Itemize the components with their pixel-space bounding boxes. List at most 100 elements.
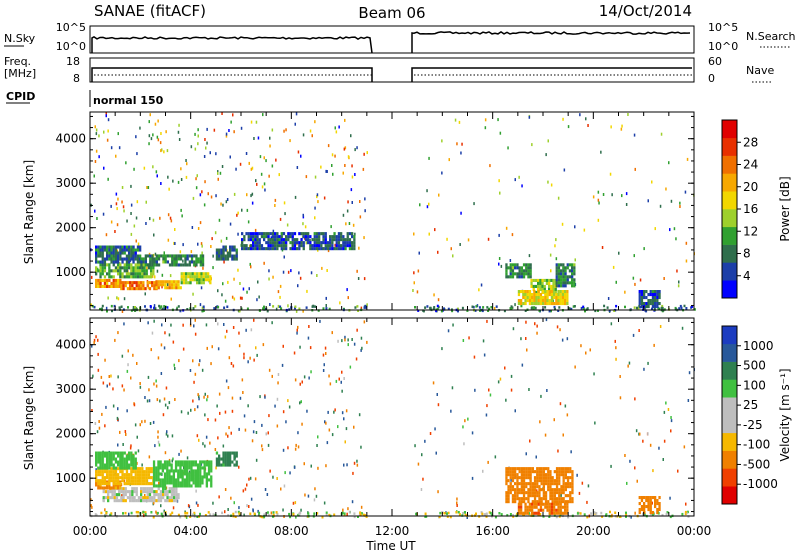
scatter-point bbox=[116, 249, 118, 253]
scatter-point bbox=[239, 513, 241, 517]
scatter-point bbox=[115, 154, 117, 158]
scatter-point bbox=[104, 424, 106, 428]
scatter-point bbox=[341, 339, 343, 343]
scatter-point bbox=[347, 200, 349, 204]
scatter-point bbox=[153, 304, 156, 308]
scatter-point bbox=[117, 407, 119, 411]
scatter-point bbox=[187, 411, 189, 415]
scatter-point bbox=[169, 216, 172, 220]
scatter-point bbox=[203, 155, 206, 158]
scatter-point bbox=[263, 513, 266, 516]
scatter-point bbox=[597, 309, 599, 312]
scatter-point bbox=[228, 426, 230, 430]
scatter-point bbox=[157, 430, 159, 434]
scatter-point bbox=[364, 209, 366, 213]
scatter-point bbox=[160, 132, 162, 135]
scatter-point bbox=[535, 455, 537, 459]
scatter-point bbox=[357, 277, 360, 280]
scatter-point bbox=[217, 305, 220, 309]
scatter-point bbox=[262, 343, 265, 347]
scatter-point bbox=[363, 320, 366, 324]
scatter-point bbox=[665, 187, 667, 191]
scatter-point bbox=[233, 297, 236, 301]
scatter-point bbox=[268, 368, 271, 372]
scatter-point bbox=[146, 399, 149, 403]
scatter-point bbox=[681, 512, 684, 516]
scatter-point bbox=[271, 164, 274, 168]
scatter-point bbox=[639, 432, 641, 436]
scatter-point bbox=[324, 420, 326, 424]
scatter-point bbox=[209, 151, 211, 155]
scatter-point bbox=[116, 207, 118, 211]
scatter-point bbox=[289, 471, 291, 475]
nave-tick-top: 60 bbox=[708, 55, 722, 68]
scatter-point bbox=[193, 513, 196, 516]
colorbar-segment bbox=[722, 244, 737, 263]
scatter-point bbox=[675, 237, 677, 241]
scatter-point bbox=[161, 148, 163, 152]
scatter-point bbox=[108, 382, 111, 386]
scatter-point bbox=[613, 309, 616, 312]
scatter-point bbox=[276, 424, 279, 428]
scatter-point bbox=[536, 331, 538, 335]
scatter-point bbox=[177, 130, 180, 134]
scatter-point bbox=[573, 305, 576, 308]
scatter-point bbox=[309, 129, 312, 133]
scatter-point bbox=[637, 306, 640, 310]
scatter-point bbox=[610, 322, 613, 326]
scatter-point bbox=[232, 326, 235, 329]
scatter-point bbox=[100, 375, 103, 379]
scatter-point bbox=[139, 423, 141, 427]
scatter-point bbox=[297, 445, 300, 449]
scatter-point bbox=[268, 269, 270, 273]
scatter-point bbox=[634, 466, 636, 470]
scatter-point bbox=[241, 296, 243, 300]
scatter-point bbox=[299, 345, 301, 349]
scatter-point bbox=[296, 166, 299, 169]
scatter-point bbox=[491, 513, 494, 517]
scatter-point bbox=[148, 120, 150, 124]
scatter-point bbox=[237, 268, 239, 272]
scatter-point bbox=[159, 216, 161, 220]
scatter-point bbox=[634, 282, 636, 286]
scatter-point bbox=[127, 306, 129, 309]
freq-tick-top: 18 bbox=[66, 55, 80, 68]
scatter-point bbox=[94, 160, 97, 163]
scatter-point bbox=[272, 305, 275, 308]
scatter-point bbox=[323, 363, 325, 367]
y-tick-label: 2000 bbox=[55, 427, 86, 441]
scatter-point bbox=[353, 342, 356, 346]
scatter-point bbox=[647, 432, 649, 436]
scatter-point bbox=[116, 416, 119, 420]
scatter-point bbox=[245, 152, 248, 155]
scatter-point bbox=[458, 120, 461, 124]
scatter-point bbox=[488, 307, 490, 311]
scatter-point bbox=[218, 218, 221, 222]
scatter-point bbox=[179, 515, 182, 519]
scatter-point bbox=[156, 511, 159, 515]
scatter-point bbox=[536, 324, 538, 328]
scatter-point bbox=[203, 203, 206, 207]
scatter-point bbox=[242, 391, 244, 394]
scatter-point bbox=[106, 138, 109, 142]
scatter-point bbox=[173, 363, 175, 367]
scatter-point bbox=[297, 150, 300, 154]
scatter-point bbox=[223, 260, 225, 264]
scatter-point bbox=[160, 372, 163, 375]
scatter-point bbox=[124, 511, 127, 515]
scatter-point bbox=[270, 511, 273, 515]
scatter-point bbox=[364, 304, 367, 308]
colorbar-segment bbox=[722, 432, 737, 451]
scatter-point bbox=[220, 202, 222, 206]
echo-patch bbox=[140, 254, 205, 267]
scatter-point bbox=[265, 159, 267, 163]
scatter-point bbox=[677, 469, 679, 473]
nsky-tick-top: 10^5 bbox=[56, 21, 86, 34]
scatter-point bbox=[567, 125, 570, 129]
scatter-point bbox=[286, 223, 289, 227]
scatter-point bbox=[132, 306, 135, 309]
scatter-point bbox=[586, 515, 589, 519]
scatter-point bbox=[95, 132, 98, 136]
scatter-point bbox=[317, 466, 319, 470]
colorbar-segment bbox=[722, 415, 737, 434]
